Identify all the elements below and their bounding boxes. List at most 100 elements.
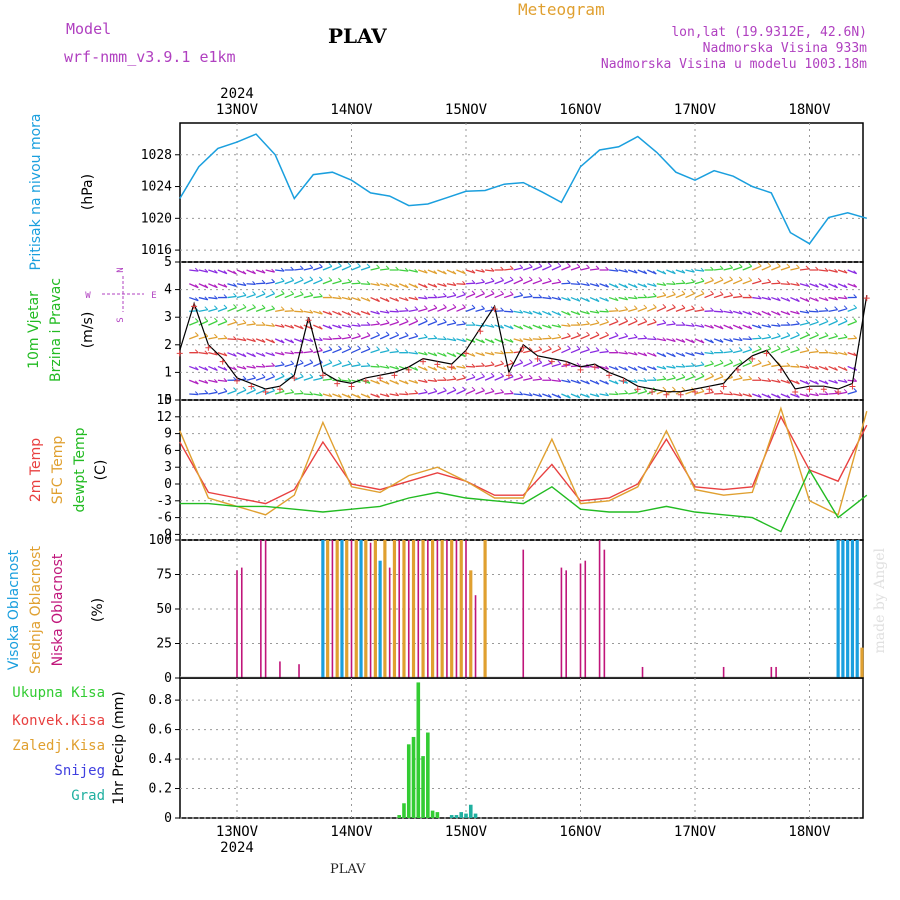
wind-arrow	[313, 377, 323, 381]
wind-gust-marker	[491, 306, 498, 313]
wind-arrow-head	[767, 378, 772, 382]
wind-arrow	[752, 324, 762, 329]
wind-arrow	[303, 350, 313, 354]
wind-arrow-head	[233, 270, 237, 275]
wind-arrow-head	[290, 350, 295, 355]
wind-arrow-head	[834, 296, 838, 301]
wind-arrow	[351, 364, 361, 368]
wind-arrow	[236, 269, 247, 275]
wind-arrow-head	[595, 319, 600, 324]
wind-arrow-head	[595, 331, 600, 336]
wind-arrow	[589, 268, 600, 271]
temp-ylabel-sfc: SFC Temp	[50, 436, 66, 505]
wind-arrow	[542, 280, 552, 285]
wind-arrow-head	[757, 324, 762, 329]
pressure-frame	[179, 122, 864, 263]
wind-arrow-head	[776, 332, 781, 337]
wind-arrow-head	[261, 290, 266, 295]
wind-arrow-head	[280, 290, 285, 294]
wind-arrow-head	[538, 277, 543, 281]
precip-legend-item: Snijeg	[54, 763, 105, 779]
wind-arrow-head	[567, 322, 571, 327]
wind-arrow-head	[385, 331, 390, 336]
wind-arrow-head	[242, 337, 247, 341]
wind-arrow	[351, 348, 361, 354]
wind-arrow	[752, 296, 762, 300]
cloud-bar-mid	[860, 647, 864, 678]
wind-arrow-head	[271, 305, 275, 310]
wind-arrow	[284, 324, 294, 329]
wind-arrow-head	[338, 394, 342, 398]
wind-arrow	[351, 265, 361, 271]
wind-arrow-head	[633, 269, 638, 274]
wind-arrow	[780, 365, 790, 368]
wind-arrow	[513, 324, 523, 330]
wind-arrow	[551, 393, 562, 399]
wind-arrow	[666, 283, 676, 285]
wind-arrow-head	[643, 318, 648, 322]
wind-gust-marker	[291, 375, 298, 382]
wind-arrow	[637, 352, 647, 357]
wind-arrow-head	[786, 297, 791, 302]
wind-arrow-head	[318, 293, 323, 297]
wind-arrow	[704, 338, 714, 344]
wind-arrow	[742, 349, 752, 354]
wind-arrow-head	[500, 307, 504, 312]
wind-arrow	[570, 393, 581, 399]
wind-arrow	[580, 379, 590, 385]
wind-arrow	[494, 279, 504, 285]
wind-arrow-head	[433, 334, 438, 339]
cloud-bar-mid	[345, 540, 349, 678]
cloud-ytick-label: 50	[156, 602, 172, 617]
wind-arrow	[799, 283, 810, 288]
wind-arrow-head	[824, 267, 829, 272]
wind-arrow	[484, 364, 495, 368]
wind-arrow	[828, 335, 838, 340]
wind-arrow	[694, 364, 705, 368]
wind-arrow-head	[233, 387, 237, 391]
wind-arrow-head	[233, 304, 237, 308]
cloud-bar-low	[775, 666, 777, 678]
wind-arrow-head	[719, 390, 724, 394]
wind-arrow-head	[748, 359, 753, 363]
wind-arrow-head	[509, 308, 514, 313]
wind-arrow-head	[233, 283, 237, 287]
wind-arrow-head	[423, 305, 428, 310]
wind-arrow	[628, 352, 638, 356]
wind-arrow-head	[423, 367, 428, 371]
wind-arrow-head	[595, 265, 600, 270]
wind-arrow	[208, 352, 218, 356]
wind-arrow-head	[347, 323, 352, 328]
wind-arrow	[227, 283, 237, 288]
cloud-bar-low	[331, 540, 334, 678]
wind-arrow	[303, 294, 313, 299]
wind-arrow-head	[710, 324, 714, 329]
wind-arrow-head	[710, 307, 714, 312]
wind-arrow	[494, 352, 504, 355]
wind-arrow	[313, 266, 323, 271]
wind-arrow	[227, 306, 237, 312]
wind-arrow-head	[252, 270, 256, 274]
wind-arrow-head	[223, 352, 228, 357]
wind-arrow-head	[796, 380, 800, 385]
wind-arrow-head	[338, 376, 342, 381]
wind-gust-marker	[835, 388, 842, 395]
wind-arrow-head	[538, 393, 543, 397]
wind-arrow	[227, 269, 237, 275]
pressure-ytick-label: 1020	[141, 211, 172, 226]
wind-arrow-head	[528, 263, 533, 268]
wind-arrow	[713, 324, 724, 330]
wind-arrow	[446, 283, 457, 287]
wind-arrow	[332, 296, 342, 300]
wind-arrow	[275, 309, 285, 312]
wind-arrow	[322, 324, 333, 330]
wind-arrow-head	[719, 291, 724, 295]
wind-arrow-head	[586, 320, 590, 325]
wind-arrow	[484, 280, 495, 285]
wind-arrow-head	[557, 296, 562, 301]
wind-arrow	[685, 352, 695, 357]
wind-arrow	[828, 269, 838, 273]
wind-arrow	[675, 269, 686, 274]
wind-arrow	[732, 324, 743, 330]
wind-arrow	[666, 365, 676, 369]
